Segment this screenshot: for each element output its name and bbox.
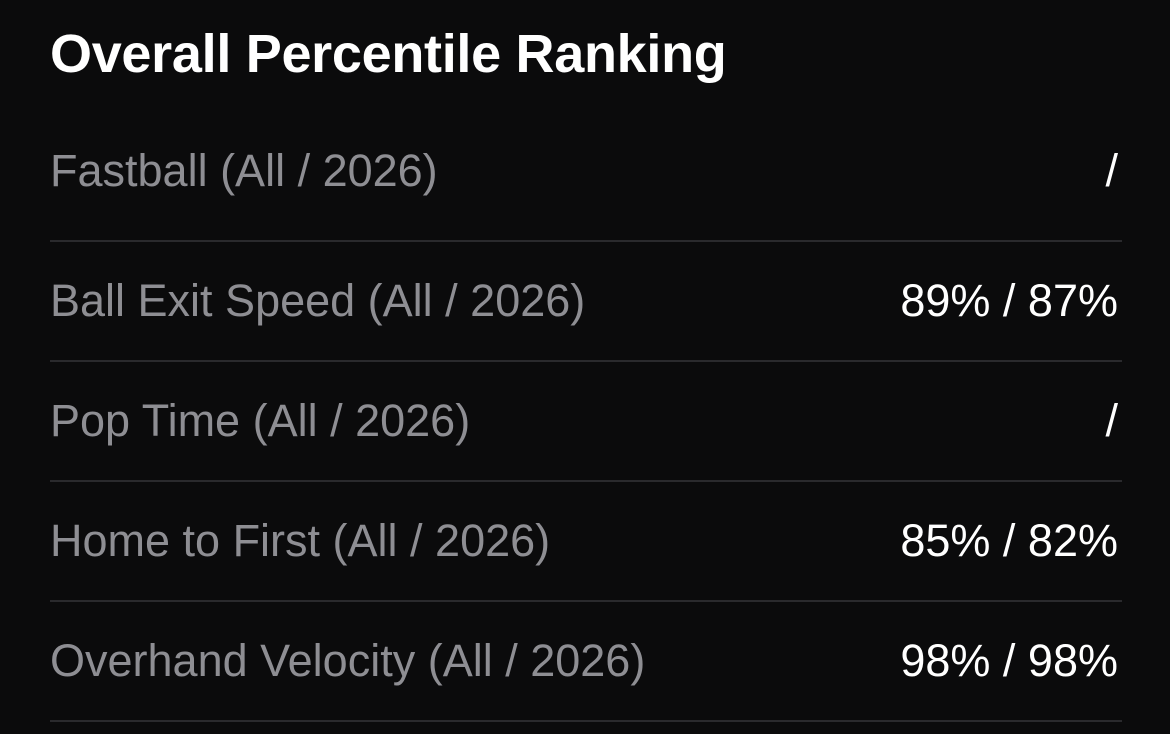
ranking-label: Ball Exit Speed (All / 2026) <box>50 275 586 326</box>
ranking-row-pop-time: Pop Time (All / 2026) / <box>50 362 1122 482</box>
ranking-value: 85% / 82% <box>900 515 1118 566</box>
ranking-row-overhand-velocity: Overhand Velocity (All / 2026) 98% / 98% <box>50 602 1122 722</box>
ranking-value: / <box>1105 145 1118 196</box>
ranking-label: Pop Time (All / 2026) <box>50 395 471 446</box>
ranking-row-home-to-first: Home to First (All / 2026) 85% / 82% <box>50 482 1122 602</box>
section-title: Overall Percentile Ranking <box>50 24 727 84</box>
ranking-label: Fastball (All / 2026) <box>50 145 438 196</box>
ranking-row-fastball: Fastball (All / 2026) / <box>50 102 1122 242</box>
ranking-value: 89% / 87% <box>900 275 1118 326</box>
ranking-row-ball-exit-speed: Ball Exit Speed (All / 2026) 89% / 87% <box>50 242 1122 362</box>
ranking-list: Fastball (All / 2026) / Ball Exit Speed … <box>50 102 1122 722</box>
ranking-label: Home to First (All / 2026) <box>50 515 551 566</box>
ranking-value: 98% / 98% <box>900 635 1118 686</box>
ranking-label: Overhand Velocity (All / 2026) <box>50 635 646 686</box>
ranking-value: / <box>1105 395 1118 446</box>
